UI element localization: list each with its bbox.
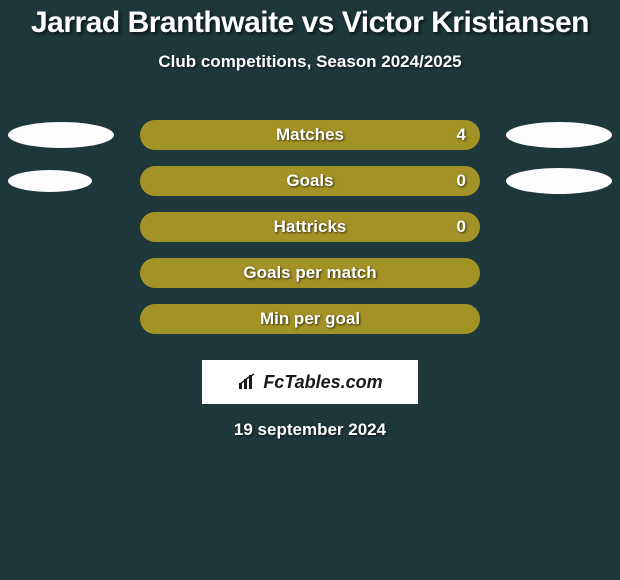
right-ellipse: [506, 168, 612, 194]
left-ellipse: [8, 170, 92, 192]
stat-row: Hattricks 0: [0, 204, 620, 250]
stat-row: Matches 4: [0, 112, 620, 158]
stat-row: Min per goal: [0, 296, 620, 342]
stat-value: 0: [457, 217, 466, 237]
subtitle: Club competitions, Season 2024/2025: [0, 52, 620, 72]
stat-label: Matches: [276, 125, 344, 145]
right-ellipse: [506, 122, 612, 148]
barchart-icon: [237, 373, 259, 391]
logo: FcTables.com: [237, 372, 382, 393]
logo-box: FcTables.com: [202, 360, 418, 404]
stat-label: Hattricks: [274, 217, 347, 237]
date: 19 september 2024: [0, 420, 620, 440]
stat-label: Goals: [286, 171, 333, 191]
stat-bar: Matches 4: [140, 120, 480, 150]
stat-value: 4: [457, 125, 466, 145]
stat-bar: Hattricks 0: [140, 212, 480, 242]
stats-rows: Matches 4 Goals 0 Hattricks 0 Goals: [0, 112, 620, 342]
stat-bar: Goals 0: [140, 166, 480, 196]
comparison-card: Jarrad Branthwaite vs Victor Kristiansen…: [0, 0, 620, 440]
logo-text: FcTables.com: [263, 372, 382, 393]
stat-row: Goals 0: [0, 158, 620, 204]
stat-bar: Min per goal: [140, 304, 480, 334]
stat-value: 0: [457, 171, 466, 191]
stat-bar: Goals per match: [140, 258, 480, 288]
stat-label: Goals per match: [243, 263, 376, 283]
page-title: Jarrad Branthwaite vs Victor Kristiansen: [0, 6, 620, 40]
left-ellipse: [8, 122, 114, 148]
stat-row: Goals per match: [0, 250, 620, 296]
stat-label: Min per goal: [260, 309, 360, 329]
